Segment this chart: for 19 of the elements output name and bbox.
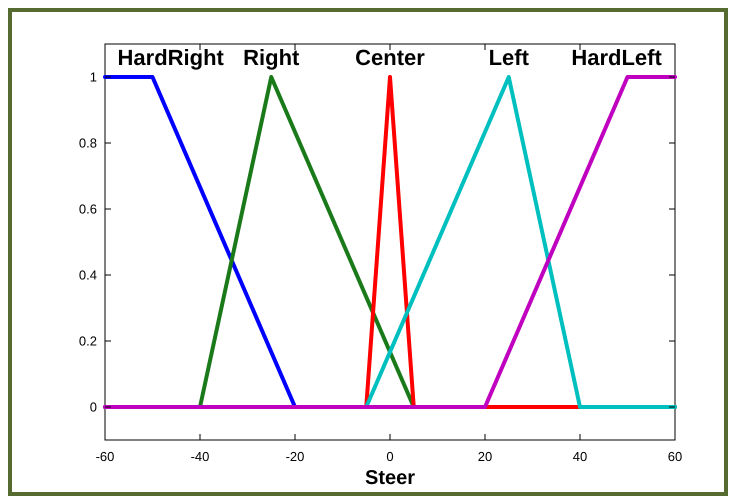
y-tick-label: 0.4 <box>78 268 97 283</box>
x-tick-label: 20 <box>478 449 492 464</box>
y-tick-label: 0.6 <box>78 202 97 217</box>
y-tick-label: 0.8 <box>78 136 97 151</box>
x-tick-label: -20 <box>286 449 304 464</box>
series-label: Left <box>488 45 530 70</box>
series-label: HardLeft <box>571 45 662 70</box>
x-axis-title: Steer <box>364 467 416 489</box>
y-tick-label: 0 <box>90 400 97 415</box>
x-tick-label: 40 <box>572 449 588 464</box>
x-tick-label: 0 <box>386 449 394 464</box>
series-label: HardRight <box>118 45 225 70</box>
series-label: Right <box>243 45 300 70</box>
y-tick-label: 1 <box>90 70 97 85</box>
x-tick-label: 60 <box>668 449 682 464</box>
x-tick-label: -60 <box>96 449 114 464</box>
x-tick-label: -40 <box>190 449 210 464</box>
series-label: Center <box>355 45 426 70</box>
y-tick-label: 0.2 <box>78 334 97 349</box>
